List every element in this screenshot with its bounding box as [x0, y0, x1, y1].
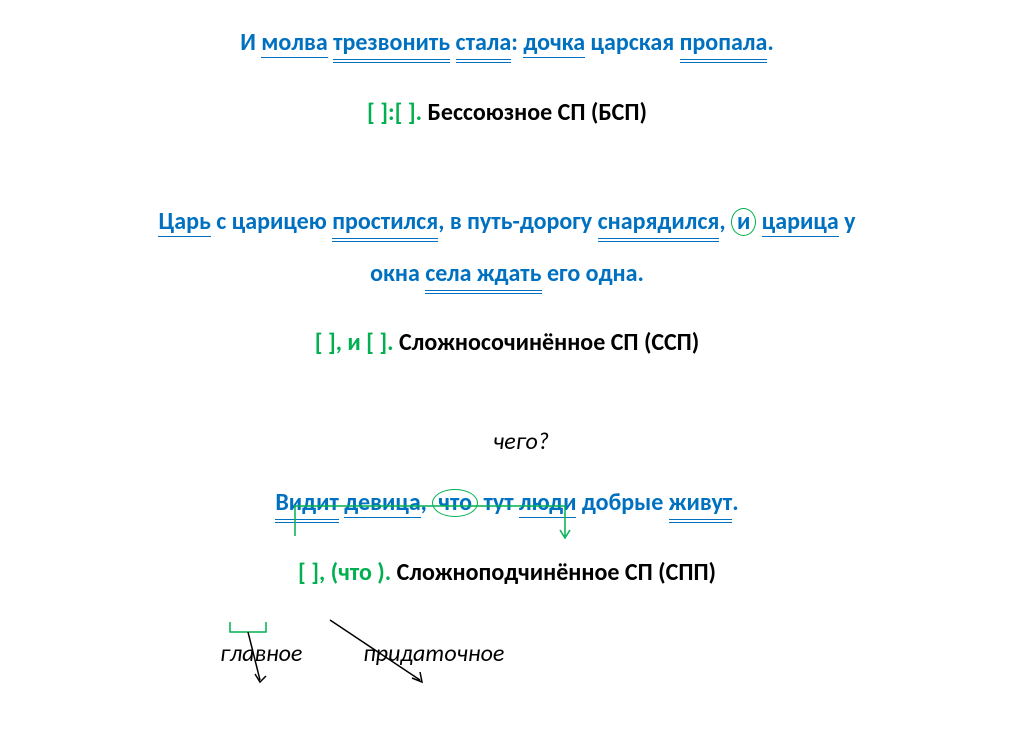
label-main: главное	[220, 639, 302, 668]
punct: ,	[319, 558, 331, 587]
scheme-brackets: [ ], и [ ].	[315, 328, 394, 357]
word: окна	[370, 259, 420, 288]
punct: .	[637, 259, 643, 288]
ex3-question: чего?	[14, 427, 1014, 456]
ex3-labels: главное придаточное	[0, 639, 1014, 668]
word-predicate: села ждать	[425, 259, 541, 288]
word-subject: молва	[261, 28, 327, 58]
word-conj: и	[737, 207, 750, 236]
scheme-brackets: [ ]:[ ].	[367, 98, 422, 127]
scheme-label: Сложносочинённое СП (ССП)	[399, 328, 699, 357]
word: одна	[586, 259, 638, 288]
word: у	[844, 207, 855, 236]
ex1-scheme: [ ]:[ ]. Бессоюзное СП (БСП)	[0, 98, 1014, 127]
punct: ,	[719, 207, 725, 236]
scheme-label: Сложноподчинённое СП (СПП)	[397, 558, 716, 587]
scheme-bracket-sub: (что ).	[331, 558, 392, 587]
word-subject: девица	[344, 488, 420, 518]
word-predicate: пропала	[680, 28, 768, 57]
scheme-bracket-main: [ ]	[298, 558, 319, 587]
word: добрые	[582, 488, 663, 517]
punct: :	[511, 28, 518, 57]
word-predicate: трезвонить	[333, 28, 450, 57]
ex3-scheme: [ ], (что ). Сложноподчинённое СП (СПП)	[0, 558, 1014, 587]
ex1-sentence: И молва трезвонить стала: дочка царская …	[0, 28, 1014, 58]
word: И	[240, 28, 256, 57]
word: тут	[484, 488, 514, 517]
punct: .	[732, 488, 738, 517]
scheme-label: Бессоюзное СП (БСП)	[428, 98, 647, 127]
word-conj: что	[438, 488, 472, 517]
conjunction-oval: что	[432, 489, 478, 517]
ex2-sentence-l2: окна села ждать его одна.	[0, 259, 1014, 288]
word-predicate: стала	[456, 28, 512, 57]
ex2-scheme: [ ], и [ ]. Сложносочинённое СП (ССП)	[0, 328, 1014, 357]
word-predicate: снарядился	[598, 207, 720, 236]
word: в путь-дорогу	[450, 207, 592, 236]
ex2-sentence-l1: Царь с царицею простился, в путь-дорогу …	[0, 207, 1014, 237]
punct: ,	[438, 207, 444, 236]
punct: .	[767, 28, 773, 57]
label-sub: придаточное	[363, 639, 504, 668]
question-label: чего?	[493, 427, 549, 456]
word: царская	[591, 28, 675, 57]
ex3-sentence: Видит девица, что тут люди добрые живут.	[0, 488, 1014, 518]
word-subject: дочка	[523, 28, 585, 58]
word-subject: царица	[762, 207, 839, 237]
word: с царицею	[216, 207, 326, 236]
conjunction-oval: и	[731, 208, 756, 236]
word-predicate: простился	[332, 207, 438, 236]
word-predicate: живут	[669, 488, 732, 517]
punct: ,	[421, 488, 427, 517]
word: его	[547, 259, 580, 288]
word-subject: Царь	[158, 207, 210, 237]
word-subject: люди	[519, 488, 576, 518]
word-predicate: Видит	[275, 488, 339, 517]
